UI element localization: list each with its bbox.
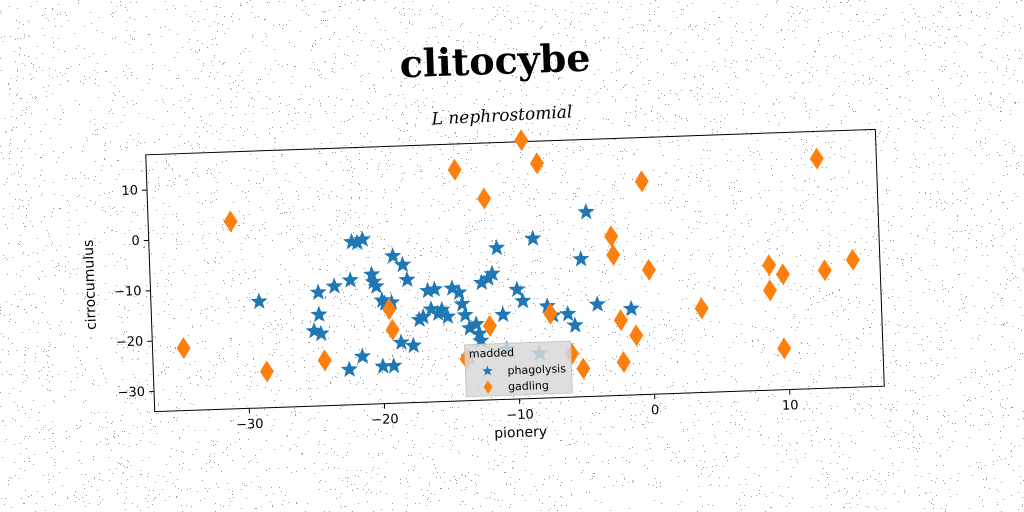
- y-tick-label: −20: [116, 334, 144, 350]
- scatter-point: [634, 170, 649, 193]
- scatter-point: [414, 308, 432, 325]
- series-gadling: [176, 129, 860, 383]
- scatter-point: [566, 316, 584, 333]
- scatter-point: [353, 347, 371, 364]
- scatter-point: [374, 357, 392, 374]
- scatter-point: [259, 360, 274, 383]
- scatter-point: [809, 147, 824, 170]
- scatter-point: [777, 337, 792, 360]
- x-tick-label: 10: [782, 398, 799, 414]
- scatter-point: [450, 283, 468, 301]
- scatter-point: [250, 292, 268, 310]
- scatter-point: [456, 306, 474, 323]
- scatter-point: [340, 360, 358, 378]
- scatter-point: [483, 264, 501, 282]
- y-axis-label: cirrocumulus: [81, 239, 100, 330]
- scatter-point: [341, 271, 359, 288]
- y-tick-label: 10: [121, 183, 138, 199]
- scatter-point: [325, 277, 343, 294]
- legend-marker: [483, 380, 493, 394]
- scatter-point: [514, 129, 529, 152]
- scatter-marks: [176, 129, 860, 383]
- x-tick-label: 0: [651, 403, 660, 418]
- scatter-point: [382, 298, 397, 321]
- scatter-point: [543, 302, 558, 325]
- scatter-point: [317, 349, 332, 372]
- scatter-point: [425, 280, 443, 297]
- scatter-point: [576, 357, 591, 380]
- y-tick-label: −10: [114, 284, 142, 300]
- scatter-point: [223, 210, 238, 233]
- legend-entry-label: phagolysis: [507, 362, 566, 377]
- x-axis-ticks: −30 −20 −10 0 10: [236, 389, 799, 433]
- scatter-point: [385, 357, 403, 374]
- scatter-point: [588, 295, 606, 312]
- scatter-point: [606, 243, 621, 266]
- scatter-point: [383, 293, 401, 311]
- scatter-point: [775, 263, 790, 286]
- scatter-point: [524, 229, 542, 247]
- scatter-point: [494, 305, 512, 323]
- x-tick-label: −10: [506, 407, 534, 423]
- scatter-point: [467, 315, 485, 332]
- scatter-point: [508, 280, 526, 298]
- scatter-point: [641, 258, 656, 281]
- y-axis-ticks: −30 −20 −10 0 10: [114, 183, 155, 401]
- legend-box: [464, 340, 573, 398]
- legend-marker: [482, 365, 493, 376]
- y-tick-label: 0: [131, 234, 140, 249]
- scatter-point: [572, 250, 590, 267]
- scatter-point: [384, 247, 402, 264]
- scatter-point: [577, 203, 595, 220]
- scatter-point: [845, 248, 860, 271]
- scatter-point: [438, 307, 457, 325]
- scatter-point: [477, 187, 492, 210]
- scatter-point: [410, 310, 428, 328]
- x-tick-label: −30: [236, 417, 264, 433]
- legend: madded phagolysis gadling: [464, 340, 573, 398]
- scatter-point: [353, 230, 371, 247]
- scatter-point: [514, 291, 532, 309]
- scatter-point: [429, 304, 447, 321]
- series-phagolysis: [250, 203, 640, 378]
- scatter-point: [616, 351, 631, 373]
- scatter-point: [622, 299, 640, 317]
- scatter-point: [447, 158, 462, 181]
- scatter-point: [472, 273, 491, 291]
- scatter-point: [470, 324, 488, 342]
- scatter-point: [529, 152, 544, 175]
- scatter-point: [310, 305, 328, 323]
- scatter-point: [348, 233, 366, 251]
- scatter-point: [762, 254, 777, 277]
- scatter-point: [309, 283, 327, 300]
- scatter-point: [176, 337, 191, 360]
- scatter-point: [629, 324, 644, 347]
- scatter-point: [487, 238, 506, 256]
- scatter-point: [385, 318, 400, 341]
- y-tick-label: −30: [117, 385, 145, 401]
- scatter-point: [559, 305, 577, 322]
- scatter-point: [404, 336, 422, 354]
- scatter-point: [393, 255, 412, 273]
- scatter-point: [392, 333, 410, 351]
- scatter-point: [398, 270, 416, 288]
- scatter-point: [312, 324, 330, 342]
- legend-entry-label: gadling: [508, 379, 549, 393]
- scatter-point: [482, 314, 497, 337]
- scatter-point: [367, 277, 385, 294]
- scatter-point: [817, 259, 832, 282]
- scatter-point: [763, 279, 778, 302]
- scatter-point: [694, 297, 709, 320]
- scatter-point: [453, 295, 471, 312]
- scatter-point: [604, 225, 619, 248]
- x-tick-label: −20: [371, 412, 399, 428]
- x-axis-label: pionery: [494, 424, 547, 442]
- legend-title: madded: [469, 346, 515, 361]
- scatter-point: [613, 309, 628, 332]
